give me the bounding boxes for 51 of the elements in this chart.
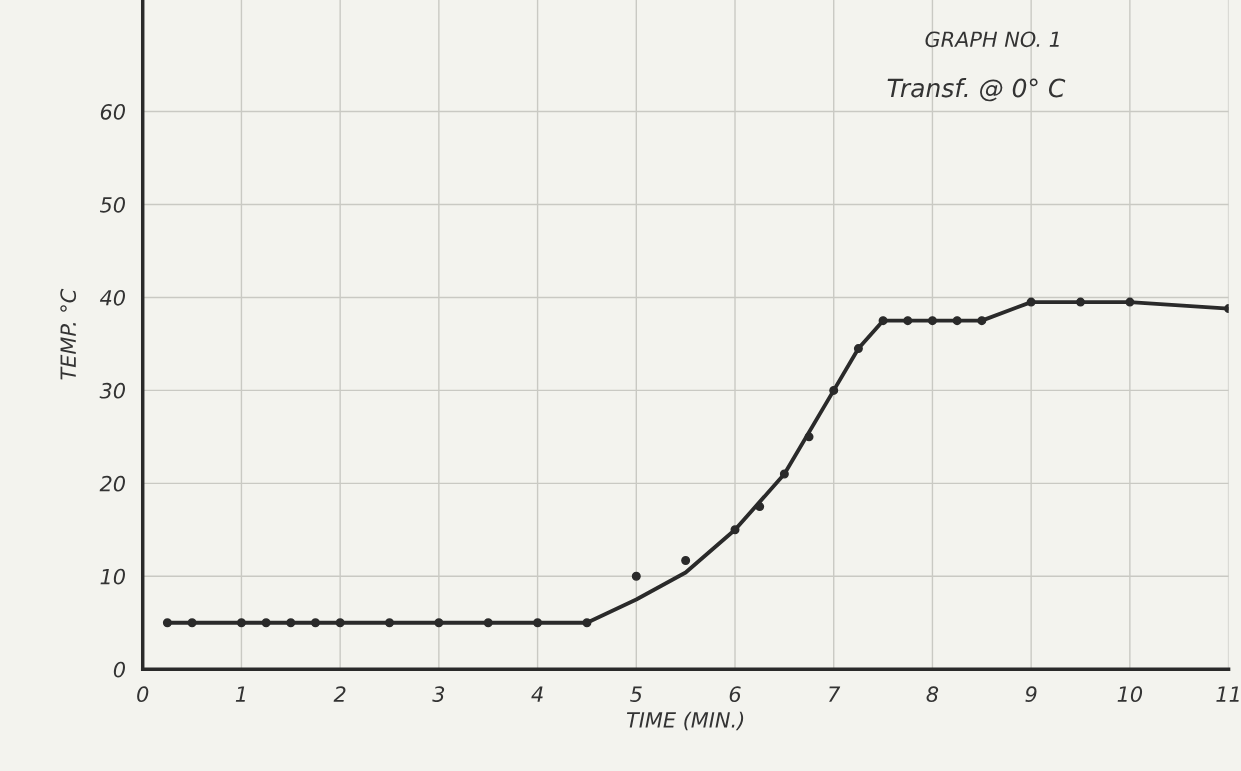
x-tick-label: 11	[1216, 686, 1239, 702]
y-tick-label: 30	[99, 382, 125, 399]
point	[533, 618, 543, 628]
point	[385, 618, 395, 628]
point	[681, 555, 691, 565]
x-tick-label: 0	[137, 686, 149, 703]
point	[804, 432, 814, 442]
x-tick-label: 7	[829, 686, 841, 702]
point	[286, 618, 296, 628]
x-tick-label: 9	[1025, 686, 1037, 703]
point	[236, 618, 246, 628]
x-tick-label: 6	[729, 686, 741, 703]
point	[829, 385, 839, 395]
point	[927, 316, 937, 326]
point	[1125, 297, 1135, 307]
y-tick-label: 40	[99, 289, 125, 306]
point	[162, 618, 172, 628]
x-tick-label: 8	[926, 686, 939, 703]
point	[187, 618, 197, 628]
y-tick-label: 10	[100, 568, 125, 585]
y-tick-label: 20	[99, 475, 125, 492]
point	[878, 316, 888, 326]
y-tick-label: 0	[113, 661, 125, 678]
point	[310, 618, 320, 628]
y-axis-title: TEMP. °C	[60, 288, 77, 380]
point	[779, 469, 789, 479]
point	[434, 618, 444, 628]
point	[755, 502, 765, 512]
point	[1026, 297, 1036, 307]
y-tick-label: 50	[99, 196, 125, 213]
x-tick-label: 3	[432, 686, 445, 703]
x-tick-label: 1	[235, 686, 245, 702]
x-tick-label: 5	[630, 686, 642, 703]
point	[335, 618, 345, 628]
text: Transf. @ 0° C	[887, 78, 1066, 102]
x-tick-label: 4	[531, 686, 543, 702]
point	[903, 316, 913, 326]
x-tick-label: 2	[333, 686, 346, 702]
point	[582, 618, 592, 628]
point	[977, 316, 987, 326]
x-tick-label: 10	[1117, 686, 1143, 703]
point	[952, 316, 962, 326]
point	[631, 571, 641, 581]
point	[853, 344, 863, 354]
x-axis-title: TIME (MIN.)	[626, 711, 744, 731]
point	[1076, 297, 1086, 307]
y-tick-label: 60	[100, 103, 125, 120]
point	[261, 618, 271, 628]
point	[730, 525, 740, 535]
text: GRAPH NO. 1	[925, 31, 1059, 48]
point	[483, 618, 493, 628]
